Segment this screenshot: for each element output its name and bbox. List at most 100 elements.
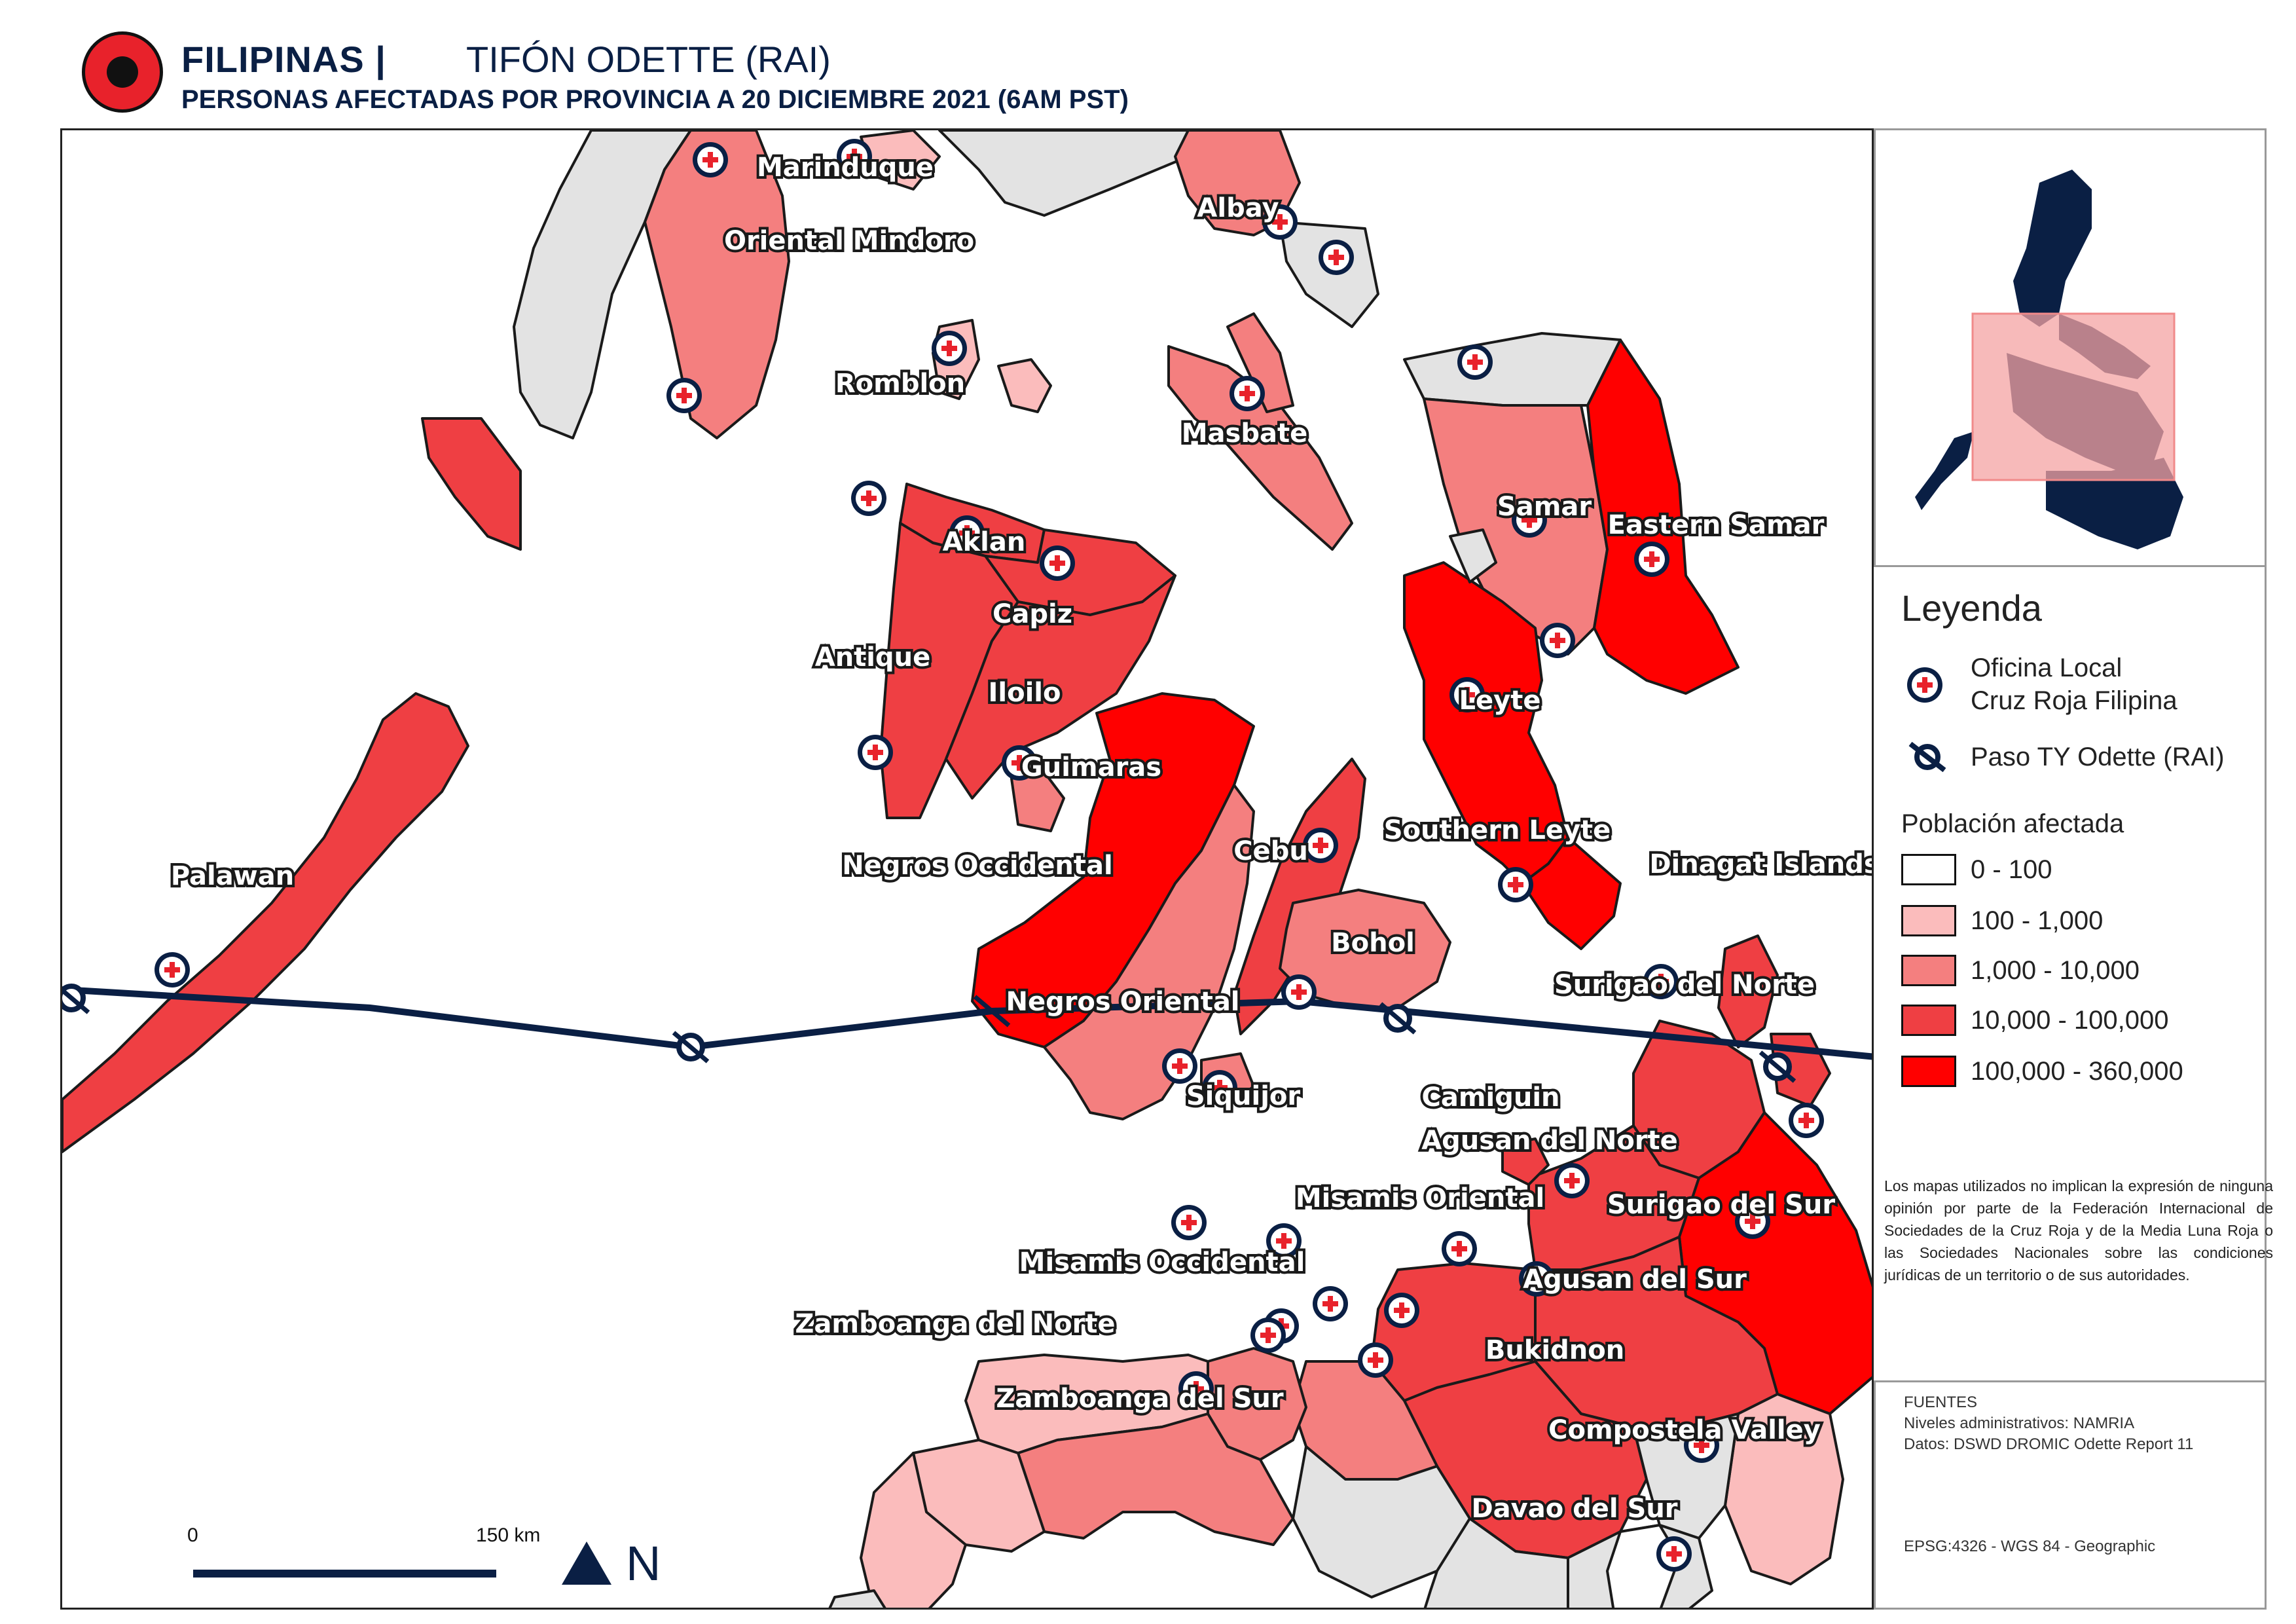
province-compostela-valley[interactable]: [1724, 1393, 1844, 1585]
red-cross-office-icon[interactable]: [1171, 1205, 1207, 1240]
red-cross-office-icon[interactable]: [1554, 1163, 1590, 1198]
legend-track-label: Paso TY Odette (RAI): [1971, 743, 2225, 771]
sources-crs: EPSG:4326 - WGS 84 - Geographic: [1904, 1538, 2156, 1555]
label-albay: Albay: [1197, 193, 1279, 223]
legend-swatch-0: [1901, 854, 1956, 885]
province-guimaras[interactable]: [1010, 771, 1065, 832]
province-southern-leyte[interactable]: [1521, 836, 1622, 950]
red-cross-office-icon[interactable]: [1358, 1342, 1393, 1378]
legend-class-3: 10,000 - 100,000: [1971, 1006, 2169, 1035]
side-panel: [1874, 128, 2267, 1610]
typhoon-track-icon: [672, 1031, 710, 1063]
red-cross-office-icon[interactable]: [932, 331, 967, 366]
province-palawan[interactable]: [62, 692, 469, 1153]
province-marinduque[interactable]: [860, 130, 941, 191]
inset-map[interactable]: [1874, 128, 2267, 567]
province-eastern-samar[interactable]: [1586, 339, 1740, 695]
red-cross-office-icon[interactable]: [155, 952, 190, 987]
label-dinagat-islands: Dinagat Islands: [1649, 849, 1874, 879]
red-cross-office-icon[interactable]: [1162, 1048, 1197, 1084]
main-map[interactable]: Marinduque Oriental Mindoro Albay Romblo…: [60, 128, 1874, 1610]
red-cross-office-icon[interactable]: [1540, 623, 1575, 658]
label-misamis-occidental: Misamis Occidental: [1019, 1247, 1305, 1278]
sources-title: FUENTES: [1904, 1393, 1978, 1411]
label-oriental-mindoro: Oriental Mindoro: [724, 226, 974, 256]
label-romblon: Romblon: [835, 369, 965, 399]
province-biliran[interactable]: [1449, 528, 1497, 583]
legend-title: Leyenda: [1901, 587, 2042, 629]
label-capiz: Capiz: [993, 599, 1072, 629]
map-title-country: FILIPINAS |: [181, 39, 386, 80]
label-surigao-del-sur: Surigao del Sur: [1607, 1190, 1835, 1220]
red-cross-office-icon[interactable]: [858, 735, 893, 770]
label-bukidnon: Bukidnon: [1485, 1335, 1624, 1365]
map-canvas: Marinduque Oriental Mindoro Albay Romblo…: [62, 130, 1874, 1610]
label-leyte: Leyte: [1459, 686, 1541, 716]
inset-extent-box: [1971, 312, 2176, 481]
label-surigao-del-norte: Surigao del Norte: [1554, 970, 1815, 1000]
scale-label-zero: 0: [187, 1524, 198, 1546]
label-southern-leyte: Southern Leyte: [1384, 815, 1611, 845]
sources-data: Datos: DSWD DROMIC Odette Report 11: [1904, 1435, 2194, 1453]
red-cross-office-icon[interactable]: [1384, 1293, 1419, 1328]
label-masbate: Masbate: [1182, 418, 1307, 449]
typhoon-track-icon: [973, 995, 1011, 1027]
legend-office-line2: Cruz Roja Filipina: [1971, 686, 2178, 715]
province-palawan-calamian[interactable]: [421, 417, 522, 551]
red-cross-office-icon[interactable]: [1230, 376, 1265, 411]
inset-map-canvas: [1915, 170, 2183, 549]
label-iloilo: Iloilo: [989, 678, 1061, 708]
label-agusan-del-sur: Agusan del Sur: [1523, 1264, 1747, 1295]
red-cross-office-icon[interactable]: [1656, 1536, 1692, 1572]
red-cross-office-icon[interactable]: [1457, 344, 1493, 380]
red-cross-office-icon[interactable]: [693, 142, 728, 177]
label-zamboanga-del-sur: Zamboanga del Sur: [996, 1384, 1283, 1414]
province-sorsogon[interactable]: [1279, 221, 1379, 328]
province-quezon[interactable]: [938, 130, 1190, 217]
province-zamboanga-peninsula-south[interactable]: [860, 1452, 967, 1610]
red-cross-office-icon[interactable]: [1498, 867, 1533, 902]
province-cotabato[interactable]: [1423, 1517, 1569, 1610]
label-palawan: Palawan: [171, 861, 294, 891]
sources-box: [1874, 1380, 2267, 1610]
inset-palawan: [1915, 432, 1974, 510]
red-cross-office-icon[interactable]: [1442, 1231, 1477, 1266]
province-camiguin[interactable]: [1501, 1137, 1550, 1186]
province-cebu[interactable]: [1233, 758, 1366, 1035]
province-northern-samar[interactable]: [1403, 332, 1622, 407]
red-cross-office-icon[interactable]: [1281, 974, 1317, 1010]
label-agusan-del-norte: Agusan del Norte: [1421, 1126, 1678, 1156]
disclaimer-text: Los mapas utilizados no implican la expr…: [1884, 1177, 2273, 1283]
red-cross-office-icon[interactable]: [851, 481, 886, 516]
red-cross-office-icon[interactable]: [1634, 542, 1669, 577]
red-cross-office-icon[interactable]: [1319, 240, 1354, 275]
province-iloilo[interactable]: [945, 574, 1176, 800]
province-zamboanga-del-sur[interactable]: [1017, 1412, 1294, 1546]
legend-class-0: 0 - 100: [1971, 855, 2052, 884]
red-cross-office-icon[interactable]: [1303, 828, 1338, 863]
label-camiguin: Camiguin: [1421, 1082, 1559, 1113]
red-cross-office-icon[interactable]: [1789, 1103, 1824, 1138]
label-misamis-oriental: Misamis Oriental: [1296, 1183, 1544, 1213]
legend-swatch-1: [1901, 905, 1956, 936]
label-guimaras: Guimaras: [1021, 752, 1161, 783]
red-cross-office-icon[interactable]: [666, 378, 702, 413]
label-negros-occidental: Negros Occidental: [842, 851, 1112, 881]
legend-swatch-3: [1901, 1005, 1956, 1036]
province-dinagat-islands[interactable]: [1717, 934, 1779, 1048]
label-antique: Antique: [815, 642, 931, 673]
province-romblon-island[interactable]: [997, 358, 1052, 413]
red-cross-office-icon[interactable]: [1250, 1318, 1286, 1353]
label-eastern-samar: Eastern Samar: [1608, 510, 1825, 540]
sources-admin: Niveles administrativos: NAMRIA: [1904, 1414, 2135, 1432]
province-basilan[interactable]: [828, 1589, 887, 1610]
red-cross-office-icon[interactable]: [1040, 545, 1075, 581]
label-compostela-valley: Compostela Valley: [1548, 1415, 1821, 1445]
legend-class-4: 100,000 - 360,000: [1971, 1057, 2183, 1086]
province-oriental-mindoro[interactable]: [644, 130, 790, 439]
label-siquijor: Siquijor: [1186, 1081, 1301, 1111]
north-arrow-icon: [562, 1541, 611, 1585]
legend-pop-title: Población afectada: [1901, 809, 2124, 838]
legend-class-2: 1,000 - 10,000: [1971, 956, 2140, 985]
red-cross-office-icon[interactable]: [1313, 1286, 1348, 1321]
